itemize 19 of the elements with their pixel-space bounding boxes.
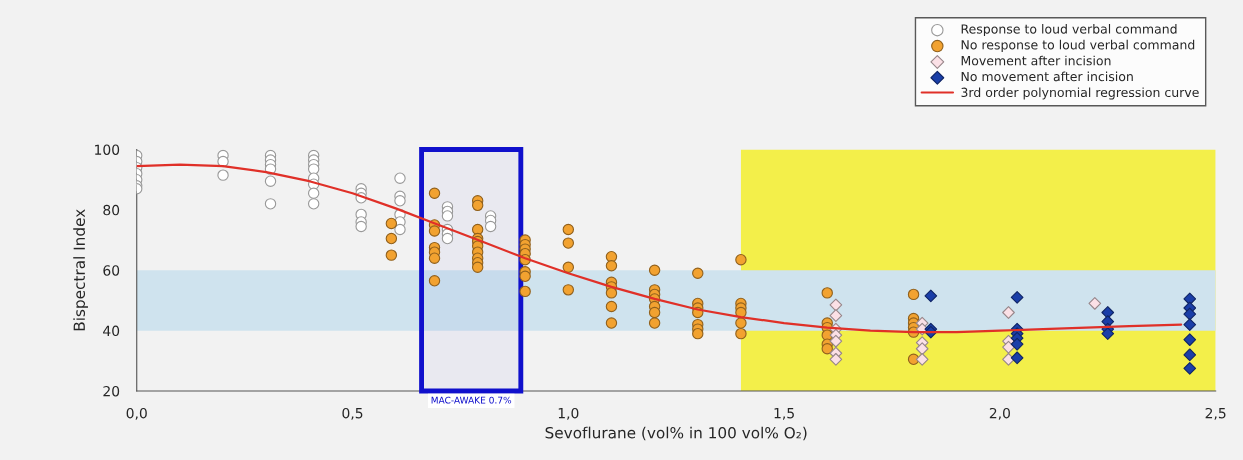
x-tick-label: 1,0: [558, 407, 579, 420]
band-label: MAC-AWAKE 0.7%: [431, 396, 512, 404]
legend-label: Movement after incision: [961, 55, 1111, 66]
x-tick-label: 0,5: [342, 407, 363, 420]
y-tick-label: 20: [103, 385, 120, 397]
y-tick-label: 100: [95, 144, 120, 155]
y-tick-label: 40: [103, 325, 120, 337]
legend-label: Response to loud verbal command: [961, 24, 1177, 37]
legend-label: No response to loud verbal command: [961, 39, 1195, 52]
y-tick-label: 60: [103, 265, 120, 276]
x-axis-title: Sevoflurane (vol% in 100 vol% O₂): [545, 426, 807, 441]
legend-label: No movement after incision: [961, 71, 1133, 82]
x-tick-label: 2,5: [1205, 407, 1226, 420]
x-tick-label: 0,0: [126, 407, 147, 420]
y-axis-title: Bispectral Index: [73, 209, 88, 331]
x-tick-label: 1,5: [774, 408, 794, 420]
y-tick-label: 80: [103, 204, 120, 216]
legend-label: 3rd order polynomial regression curve: [961, 87, 1199, 100]
x-tick-label: 2,0: [989, 407, 1010, 420]
